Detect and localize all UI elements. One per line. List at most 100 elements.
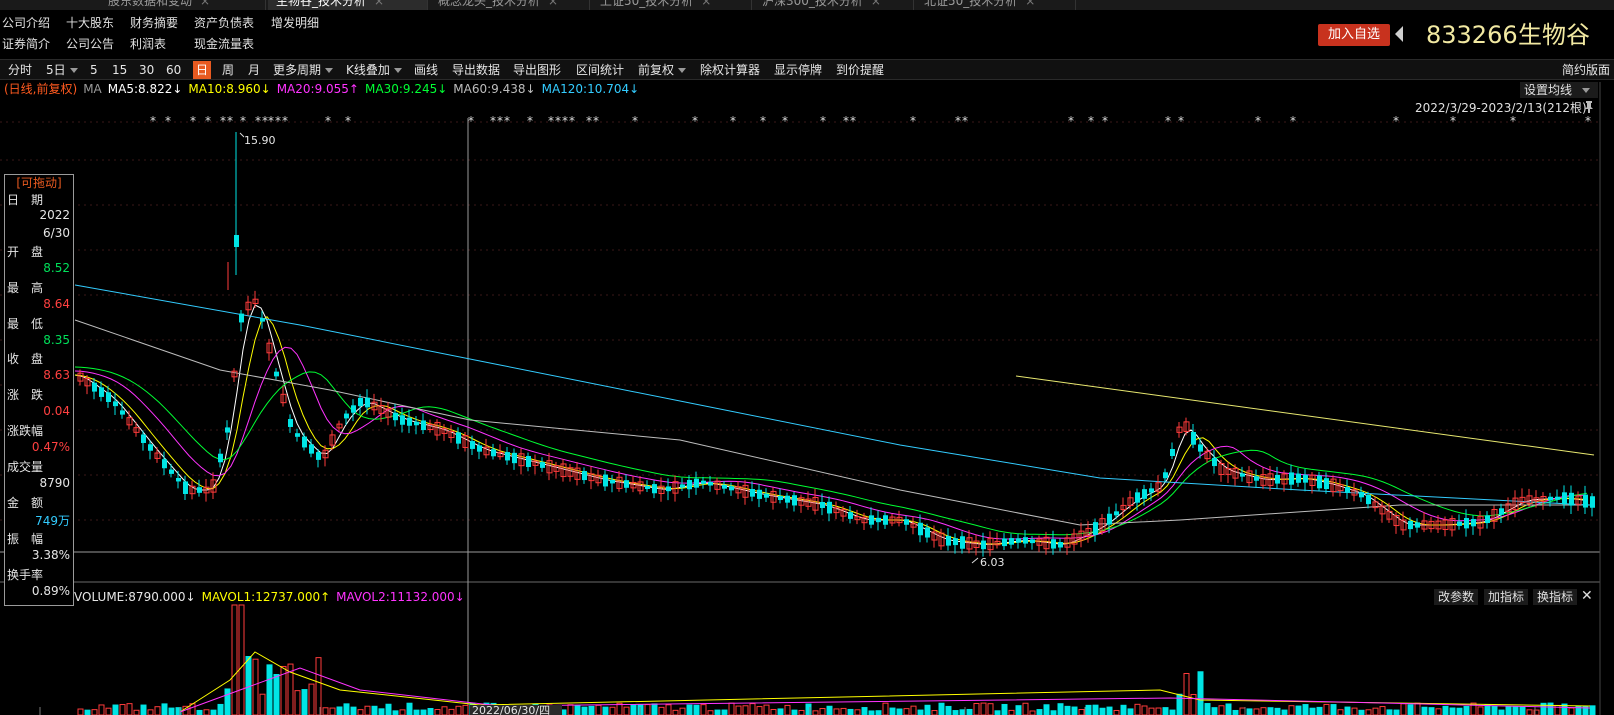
candle-body-down (1471, 519, 1476, 527)
close-icon[interactable]: × (548, 0, 559, 8)
mavol2-indicator: MAVOL2:11132.000↓ (336, 590, 465, 604)
link-company-intro[interactable]: 公司介绍 (2, 16, 51, 30)
close-icon[interactable]: × (870, 0, 881, 8)
candle-body-down (1170, 449, 1175, 456)
candle-body-down (687, 479, 692, 490)
link-issuance[interactable]: 增发明细 (271, 16, 320, 30)
candle-body-down (113, 401, 118, 407)
candle-body-up (560, 463, 567, 478)
range-stats-button[interactable]: 区间统计 (576, 63, 625, 77)
volume-bar (91, 709, 98, 715)
period-15min[interactable]: 15 (112, 63, 128, 77)
tab-5[interactable]: 北证50_技术分析 × (916, 0, 1076, 10)
volume-bar (371, 705, 378, 715)
export-chart-button[interactable]: 导出图形 (513, 63, 562, 77)
tab-2[interactable]: 概念龙头_技术分析 × (430, 0, 590, 10)
ma30-value: MA30:9.245↓ (365, 82, 448, 96)
tab-0[interactable]: 股东数据和变动 × (100, 0, 266, 10)
price-alert-button[interactable]: 到价提醒 (836, 63, 885, 77)
volume-bar (1491, 705, 1498, 715)
close-icon[interactable]: × (701, 0, 712, 8)
data-panel[interactable]: [可拖动] 日 期 2022 6/30 开 盘 8.52 最 高 8.64 最 … (4, 174, 74, 606)
volume-bar (693, 704, 700, 715)
period-5min[interactable]: 5 (90, 63, 98, 77)
link-income-statement[interactable]: 利润表 (130, 37, 167, 51)
export-data-button[interactable]: 导出数据 (452, 63, 501, 77)
close-icon[interactable]: × (1025, 0, 1036, 8)
draw-line-button[interactable]: 画线 (414, 63, 439, 77)
candle-body-down (1030, 539, 1035, 544)
volume-bar (924, 704, 931, 715)
volume-bar (742, 705, 749, 715)
volume-bar (315, 657, 322, 715)
link-top-holders[interactable]: 十大股东 (66, 16, 115, 30)
volume-bar (1456, 707, 1463, 715)
show-suspension-button[interactable]: 显示停牌 (774, 63, 823, 77)
adjust-mode-dropdown[interactable]: 前复权 (638, 61, 687, 79)
link-cash-flow[interactable]: 现金流量表 (194, 37, 255, 51)
candle-body-down (624, 480, 629, 488)
period-intraday[interactable]: 分时 (8, 63, 33, 77)
volume-bar (217, 703, 224, 715)
left-triangle-icon[interactable] (1395, 26, 1403, 42)
drag-handle[interactable]: [可拖动] (16, 176, 62, 190)
volume-bar (1197, 671, 1204, 715)
period-5day[interactable]: 5日 (46, 61, 78, 79)
link-finance-summary[interactable]: 财务摘要 (130, 16, 179, 30)
edit-params-button[interactable]: 改参数 (1434, 589, 1479, 605)
more-periods-dropdown[interactable]: 更多周期 (273, 61, 334, 79)
period-month[interactable]: 月 (248, 63, 261, 77)
tab-3[interactable]: 上证50_技术分析 × (592, 0, 752, 10)
volume-bar (574, 705, 581, 715)
event-marker: * (1088, 114, 1094, 128)
candle-body-down (1548, 496, 1553, 501)
exright-calc-button[interactable]: 除权计算器 (700, 63, 761, 77)
event-marker: * (262, 114, 268, 128)
close-icon[interactable]: × (200, 0, 211, 8)
link-announcements[interactable]: 公司公告 (66, 37, 115, 51)
volume-bar (119, 704, 126, 715)
volume-bar (357, 709, 364, 715)
add-indicator-button[interactable]: 加指标 (1484, 589, 1529, 605)
kline-overlay-dropdown[interactable]: K线叠加 (346, 61, 402, 79)
volume-bar (672, 709, 679, 715)
volume-bar (1442, 705, 1449, 715)
candle-body-up (483, 446, 490, 456)
set-ma-button[interactable]: 设置均线 (1520, 82, 1598, 98)
tab-4[interactable]: 沪深300_技术分析 × (754, 0, 914, 10)
period-30min[interactable]: 30 (139, 63, 155, 77)
change-indicator-button[interactable]: 换指标 (1533, 589, 1578, 605)
volume-bar (98, 704, 105, 715)
volume-bar (203, 709, 210, 715)
candle-body-down (365, 397, 370, 408)
volume-bar (945, 705, 952, 715)
period-60min[interactable]: 60 (166, 63, 182, 77)
volume-bar (280, 665, 287, 715)
volume-bar (1540, 702, 1547, 715)
simple-layout-button[interactable]: 简约版面 (1562, 63, 1611, 77)
close-icon[interactable]: × (374, 0, 385, 8)
candle-body-up (427, 423, 434, 431)
volume-bar (301, 689, 308, 715)
tab-1[interactable]: 生物谷_技术分析 × (268, 0, 428, 10)
event-marker: * (527, 114, 533, 128)
volume-bar (581, 706, 588, 715)
volume-bar (259, 693, 266, 715)
add-favorite-button[interactable]: 加入自选 (1318, 24, 1390, 46)
period-week[interactable]: 周 (222, 63, 235, 77)
volume-bar (868, 710, 875, 715)
close-icon[interactable]: ✕ (1581, 588, 1593, 604)
candle-body-up (1309, 474, 1316, 487)
volume-bar (686, 704, 693, 715)
volume-bar (1393, 709, 1400, 715)
volume-bar (896, 708, 903, 715)
link-security-brief[interactable]: 证券简介 (2, 37, 51, 51)
link-balance-sheet[interactable]: 资产负债表 (194, 16, 255, 30)
candle-body-up (1071, 533, 1078, 545)
crosshair-date-box (470, 705, 562, 715)
pin-icon[interactable] (1584, 101, 1594, 113)
candle-body-up (1155, 482, 1162, 492)
period-day[interactable]: 日 (193, 61, 212, 79)
volume-bar (889, 707, 896, 715)
